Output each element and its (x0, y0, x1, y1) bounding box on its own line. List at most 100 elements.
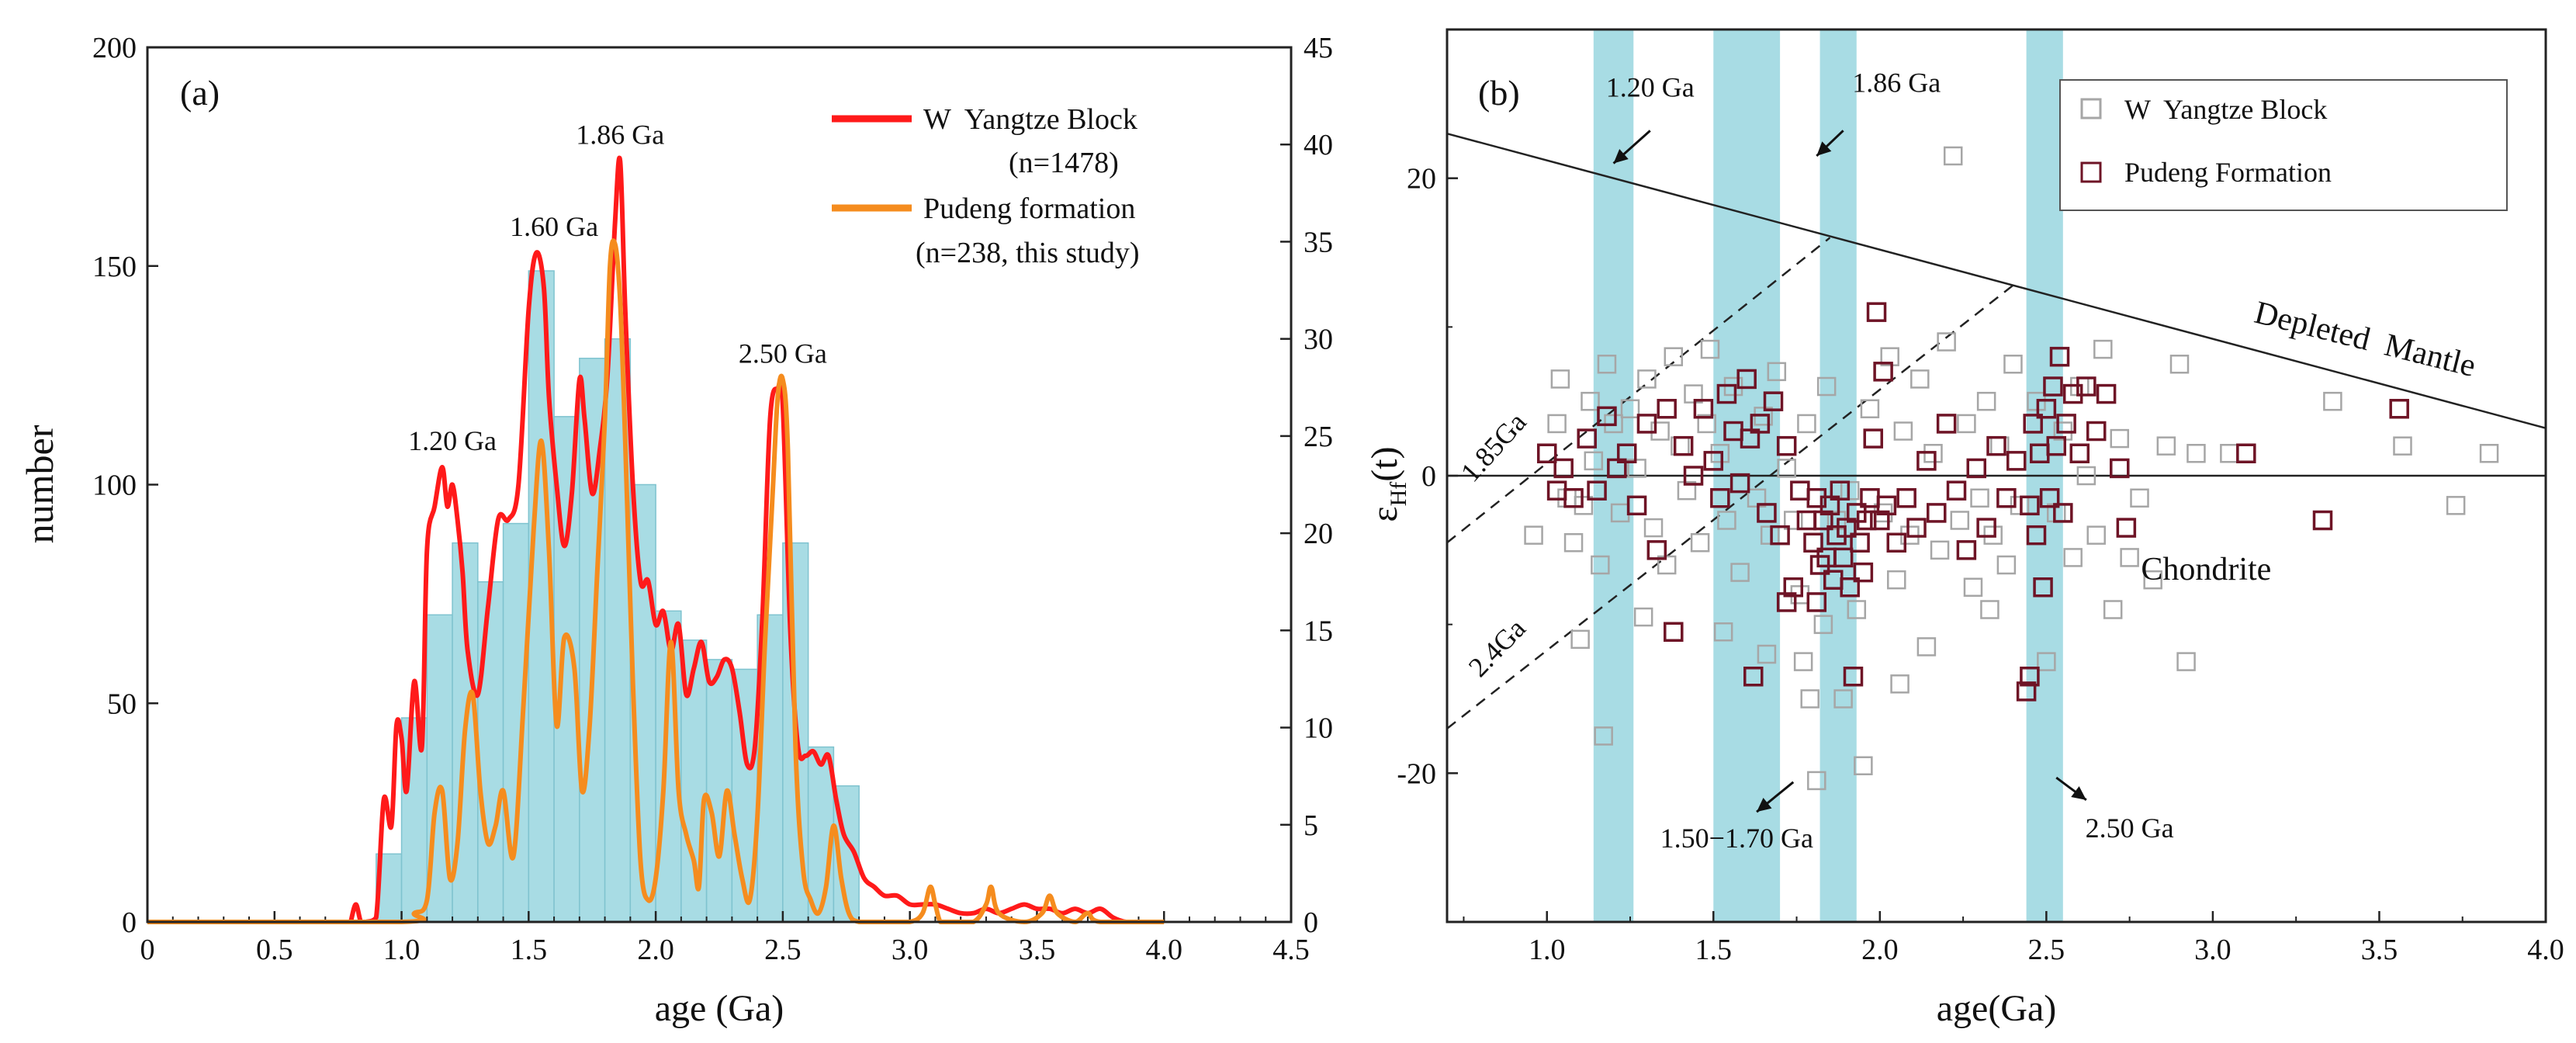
pudeng-point (1863, 428, 1883, 449)
pudeng-point (1710, 488, 1730, 508)
y-tick-label: -20 (1397, 757, 1436, 790)
pudeng-point (1966, 458, 1987, 479)
pudeng-point (1740, 428, 1761, 449)
w-yangtze-point (1784, 511, 1803, 530)
annotation-arrow-head (1816, 141, 1832, 156)
pudeng-point (1833, 547, 1854, 568)
pudeng-point (2020, 667, 2040, 687)
w-yangtze-point (1620, 399, 1640, 418)
w-yangtze-point (1700, 339, 1720, 359)
w-yangtze-point (1637, 369, 1657, 389)
x-tick-label: 2.5 (764, 934, 802, 966)
annotation-text: 2.50 Ga (2086, 813, 2174, 844)
reference-lines (1446, 132, 2547, 729)
x-tick-label: 3.0 (892, 934, 929, 966)
y2-tick-label: 45 (1304, 32, 1333, 64)
x-tick-label: 4.5 (1272, 934, 1310, 966)
x-tick-label: 1.0 (383, 934, 421, 966)
panel-b-arrows (1612, 130, 2087, 813)
reference-line (1446, 237, 1831, 544)
legend-marker-w-yangtze (2080, 98, 2102, 120)
pudeng-point (2046, 435, 2066, 456)
w-yangtze-point (1684, 384, 1703, 404)
x-tick-label: 3.5 (1019, 934, 1056, 966)
w-yangtze-point (1657, 555, 1677, 575)
legend-sub-w-yangtze: (n=1478) (1009, 147, 1119, 179)
w-yangtze-point (2220, 444, 2239, 463)
w-yangtze-point (2037, 652, 2056, 671)
pudeng-point (1750, 414, 1771, 434)
y2-tick-label: 25 (1304, 421, 1333, 453)
pudeng-point (1856, 510, 1877, 531)
w-yangtze-point (2156, 436, 2176, 456)
w-yangtze-point (1867, 302, 1886, 322)
pudeng-point (2389, 399, 2409, 419)
w-yangtze-point (1591, 555, 1610, 575)
w-yangtze-point (1950, 511, 1970, 530)
pudeng-point (1956, 540, 1977, 560)
w-yangtze-point (1760, 525, 1780, 545)
pudeng-point (2086, 421, 2107, 442)
pudeng-point (1626, 495, 1647, 516)
legend-label-pudeng: Pudeng formation (923, 192, 1135, 225)
w-yangtze-point (1547, 414, 1567, 434)
w-yangtze-point (1757, 644, 1777, 664)
w-yangtze-point (1957, 414, 1976, 434)
pudeng-point (2312, 510, 2333, 531)
y2-tick-label: 5 (1304, 809, 1318, 842)
pudeng-point (1819, 495, 1840, 516)
w-yangtze-point (1717, 511, 1736, 530)
reference-line (1446, 284, 2014, 729)
pudeng-point (1853, 562, 1874, 583)
w-yangtze-point (1777, 459, 1796, 478)
panel-b-legend-box (2059, 79, 2508, 211)
pudeng-point (1806, 592, 1827, 612)
pudeng-point (1837, 518, 1857, 538)
w-yangtze-point (1833, 689, 1853, 709)
w-yangtze-point (2186, 444, 2206, 463)
annotation-text: Depleted Mantle (2251, 295, 2479, 384)
annotation-arrow-head (2071, 786, 2086, 800)
x-tick-label: 2.0 (1861, 934, 1899, 966)
pudeng-point (1876, 495, 1897, 516)
w-yangtze-point (1916, 637, 1937, 657)
peak-label: 1.86 Ga (576, 120, 664, 151)
w-yangtze-point (2393, 436, 2412, 456)
pudeng-point (2023, 414, 2043, 434)
w-yangtze-point (1963, 577, 1983, 597)
pudeng-point (1716, 383, 1737, 404)
w-yangtze-point (1697, 414, 1716, 434)
w-yangtze-point (1816, 376, 1837, 397)
pudeng-point (1646, 540, 1667, 560)
w-yangtze-point (1797, 414, 1816, 434)
w-yangtze-point (2323, 391, 2342, 411)
legend-label-w-yangtze: W Yangtze Block (923, 103, 1137, 136)
w-yangtze-point (2143, 570, 2162, 590)
w-yangtze-point (2076, 466, 2096, 486)
panel-b-xlabel: age(Ga) (1937, 988, 2057, 1029)
pudeng-point (1813, 510, 1833, 531)
panel-a-peak-labels: 1.20 Ga 1.60 Ga 1.86 Ga 2.50 Ga (408, 120, 827, 456)
panel-b-frame (1446, 28, 2547, 923)
w-yangtze-point (1747, 488, 1767, 508)
panel-a-legend: W Yangtze Block (n=1478) Pudeng formatio… (832, 103, 1140, 269)
x-tick-label: 0.5 (256, 934, 293, 966)
panel-a-axes: 0 0.5 1.0 1.5 2.0 2.5 3.0 3.5 4.0 4.5050100150200… (92, 32, 1333, 966)
pudeng-point (1896, 488, 1916, 508)
pudeng-point (1693, 399, 1714, 419)
panel-a-chart: 0 0.5 1.0 1.5 2.0 2.5 3.0 3.5 4.0 4.5050100150200… (18, 32, 1333, 1029)
pudeng-point (1616, 443, 1637, 463)
pudeng-point (2016, 681, 2037, 702)
w-yangtze-point (1847, 600, 1867, 619)
w-yangtze-point (1930, 540, 1950, 560)
pudeng-point (2110, 458, 2130, 479)
w-yangtze-point (1970, 488, 1989, 508)
annotation-text: 1.50−1.70 Ga (1660, 823, 1813, 854)
panel-b-chart: 1.0 1.5 2.0 2.5 3.0 3.5 4.0 20 0 -20 (b) Depleted… (1364, 28, 2564, 1029)
w-yangtze-point (1813, 615, 1833, 634)
panel-a-ylabel: number (18, 424, 61, 543)
pudeng-point (1906, 518, 1927, 538)
x-tick-label: 4.0 (2527, 934, 2564, 966)
legend-sub-pudeng: (n=238, this study) (916, 237, 1140, 269)
annotation-arrow-head (1757, 798, 1772, 813)
